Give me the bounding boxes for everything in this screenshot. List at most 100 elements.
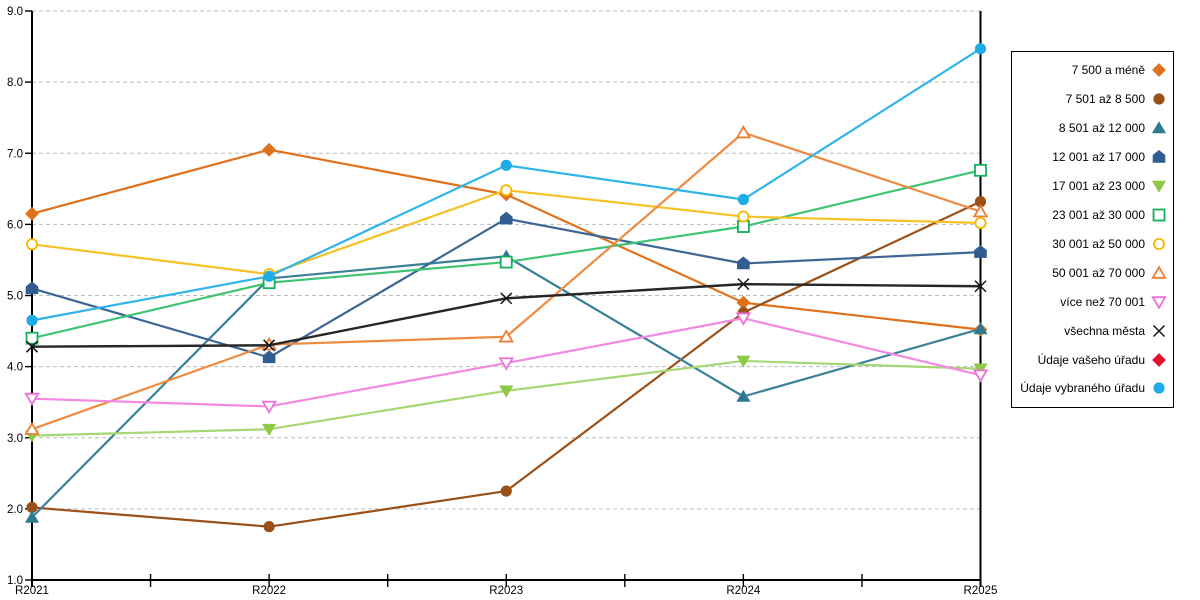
legend-item: 23 001 až 30 000 (1016, 201, 1167, 228)
data-point-marker (973, 363, 988, 376)
data-point-marker (973, 322, 988, 335)
triangle-up-marker-icon (972, 203, 989, 218)
data-point-marker (498, 357, 515, 371)
series-údaje-vybraného-úřadu (26, 43, 987, 326)
data-point-marker (974, 163, 987, 177)
circle-marker-icon (737, 193, 749, 206)
x-marker-icon (1152, 324, 1166, 337)
legend-marker-icon (1152, 324, 1166, 337)
data-point-marker (262, 423, 277, 437)
data-point-marker (261, 400, 277, 415)
legend-item-label: Údaje vybraného úřadu (1020, 381, 1145, 396)
square-marker-icon (25, 331, 39, 345)
series-line (30, 148, 982, 331)
data-point-marker (499, 255, 513, 269)
series-23-001-až-30-000 (25, 163, 987, 345)
y-tick-label: 5.0 (7, 291, 23, 303)
data-point-marker (24, 421, 40, 435)
pentagon-marker-icon (499, 211, 513, 225)
triangle-up-marker-icon (736, 389, 751, 402)
legend-item: Údaje vybraného úřadu (1016, 375, 1167, 402)
pentagon-marker-icon (974, 245, 987, 258)
circle-marker-icon (737, 210, 750, 223)
legend-item: 17 001 až 23 000 (1016, 173, 1167, 200)
diamond-marker-icon (736, 295, 751, 310)
legend-item-label: 8 501 až 12 000 (1058, 121, 1145, 136)
data-point-marker (974, 216, 987, 229)
legend-marker-icon (1152, 352, 1166, 367)
legend-marker-icon (1153, 93, 1165, 105)
legend-item-label: 7 501 až 8 500 (1065, 92, 1145, 107)
data-point-marker (24, 510, 40, 523)
circle-marker-icon (263, 521, 275, 533)
legend-item-label: 7 500 a méně (1071, 63, 1145, 78)
legend-marker-icon (1153, 237, 1165, 250)
x-marker-icon (974, 280, 987, 293)
data-point-marker (25, 206, 39, 221)
data-point-marker (25, 340, 39, 353)
data-point-marker (972, 369, 989, 383)
data-point-marker (263, 270, 275, 282)
legend-item-label: Údaje vašeho úřadu (1037, 352, 1145, 367)
data-point-marker (263, 521, 275, 533)
triangle-up-marker-icon (24, 510, 40, 523)
diamond-marker-icon (262, 142, 277, 157)
x-tick-label: R2025 (964, 585, 998, 597)
data-point-marker (262, 142, 277, 157)
square-marker-icon (1152, 208, 1166, 222)
data-point-marker (25, 238, 38, 251)
legend-item: 7 501 až 8 500 (1016, 86, 1167, 113)
data-point-marker (500, 292, 513, 305)
circle-marker-icon (974, 216, 987, 229)
data-point-marker (972, 203, 989, 218)
y-tick-label: 1.0 (7, 575, 23, 587)
triangle-up-marker-icon (1151, 265, 1167, 279)
y-tick-label: 2.0 (7, 504, 23, 516)
square-marker-icon (499, 255, 513, 269)
legend-item: 8 501 až 12 000 (1016, 115, 1167, 142)
triangle-down-marker-icon (262, 423, 277, 437)
data-point-marker (974, 245, 987, 258)
series-line (30, 131, 982, 431)
data-point-marker (25, 281, 39, 295)
series-50-001-až-70-000 (24, 125, 989, 435)
data-point-marker (737, 193, 749, 206)
diamond-marker-icon (1152, 63, 1166, 78)
triangle-down-marker-icon (973, 363, 988, 376)
triangle-down-marker-icon (735, 312, 752, 326)
legend-item: 12 001 až 17 000 (1016, 144, 1167, 171)
data-point-marker (262, 350, 276, 364)
diamond-marker-icon (25, 206, 39, 221)
legend-item: Údaje vašeho úřadu (1016, 346, 1167, 373)
triangle-down-marker-icon (972, 369, 989, 383)
x-marker-icon (25, 340, 39, 353)
data-point-marker (500, 184, 513, 197)
triangle-down-marker-icon (498, 357, 515, 371)
y-tick-label: 9.0 (7, 6, 23, 18)
circle-marker-icon (500, 485, 512, 497)
data-point-marker (735, 312, 752, 326)
triangle-down-marker-icon (261, 400, 277, 415)
data-point-marker (736, 295, 751, 310)
data-point-marker (499, 385, 514, 398)
data-point-marker (974, 280, 987, 293)
data-point-marker (25, 331, 39, 345)
data-point-marker (736, 220, 750, 233)
data-point-marker (737, 210, 750, 223)
chart-legend: 7 500 a méně 7 501 až 8 500 8 501 až 12 00… (1011, 51, 1174, 408)
y-tick-label: 7.0 (7, 148, 23, 160)
triangle-up-marker-icon (24, 421, 40, 435)
legend-item: všechna města (1016, 317, 1167, 344)
y-tick-label: 8.0 (7, 77, 23, 89)
triangle-down-marker-icon (24, 392, 40, 407)
legend-item: 7 500 a méně (1016, 57, 1167, 84)
data-point-marker (26, 314, 38, 326)
circle-marker-icon (974, 43, 987, 55)
legend-marker-icon (1152, 208, 1166, 222)
legend-item: 50 001 až 70 000 (1016, 259, 1167, 286)
legend-marker-icon (1151, 296, 1167, 310)
circle-marker-icon (500, 159, 512, 171)
circle-marker-icon (26, 314, 38, 326)
x-marker-icon (737, 278, 750, 291)
series-všechna-města (25, 278, 987, 353)
